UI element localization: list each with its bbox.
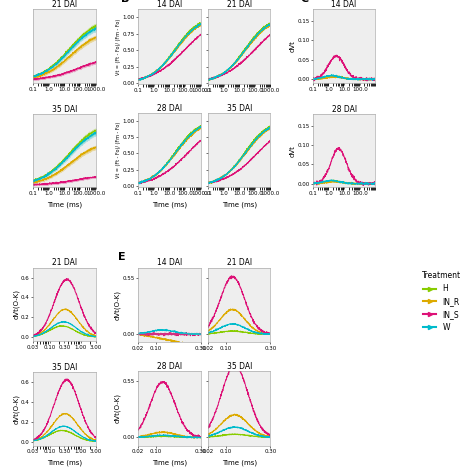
Y-axis label: dVt: dVt (290, 145, 296, 156)
Legend: H, IN_R, IN_S, W: H, IN_R, IN_S, W (422, 272, 461, 332)
Title: 28 DAI: 28 DAI (157, 362, 182, 371)
Y-axis label: dVt: dVt (290, 40, 296, 52)
X-axis label: Time (ms): Time (ms) (152, 460, 187, 466)
Text: C: C (301, 0, 309, 4)
Y-axis label: dVt(O-K): dVt(O-K) (13, 394, 19, 424)
X-axis label: Time (ms): Time (ms) (152, 201, 187, 208)
X-axis label: Time (ms): Time (ms) (47, 460, 82, 466)
Title: 14 DAI: 14 DAI (157, 258, 182, 267)
Title: 14 DAI: 14 DAI (157, 0, 182, 9)
Title: 35 DAI: 35 DAI (227, 104, 252, 113)
X-axis label: Time (ms): Time (ms) (222, 460, 257, 466)
Y-axis label: dVt(O-K): dVt(O-K) (115, 290, 121, 320)
Title: 28 DAI: 28 DAI (331, 105, 356, 114)
X-axis label: Time (ms): Time (ms) (222, 201, 257, 208)
Title: 35 DAI: 35 DAI (52, 363, 77, 372)
Title: 21 DAI: 21 DAI (227, 0, 252, 9)
Title: 14 DAI: 14 DAI (331, 0, 357, 9)
Title: 35 DAI: 35 DAI (227, 362, 252, 371)
Y-axis label: dVt(O-K): dVt(O-K) (115, 393, 121, 423)
Y-axis label: Vt = (Ft - Fo)/ (Fm - Fo): Vt = (Ft - Fo)/ (Fm - Fo) (116, 19, 121, 75)
Y-axis label: dVt(O-K): dVt(O-K) (13, 289, 19, 319)
Title: 28 DAI: 28 DAI (157, 104, 182, 113)
X-axis label: Time (ms): Time (ms) (47, 201, 82, 208)
Text: E: E (118, 252, 126, 262)
Text: B: B (121, 0, 129, 4)
Title: 21 DAI: 21 DAI (227, 258, 252, 267)
Title: 35 DAI: 35 DAI (52, 105, 77, 114)
Y-axis label: Vt = (Ft - Fo)/ (Fm - Fo): Vt = (Ft - Fo)/ (Fm - Fo) (116, 122, 121, 178)
Title: 21 DAI: 21 DAI (52, 258, 77, 267)
Title: 21 DAI: 21 DAI (52, 0, 77, 9)
